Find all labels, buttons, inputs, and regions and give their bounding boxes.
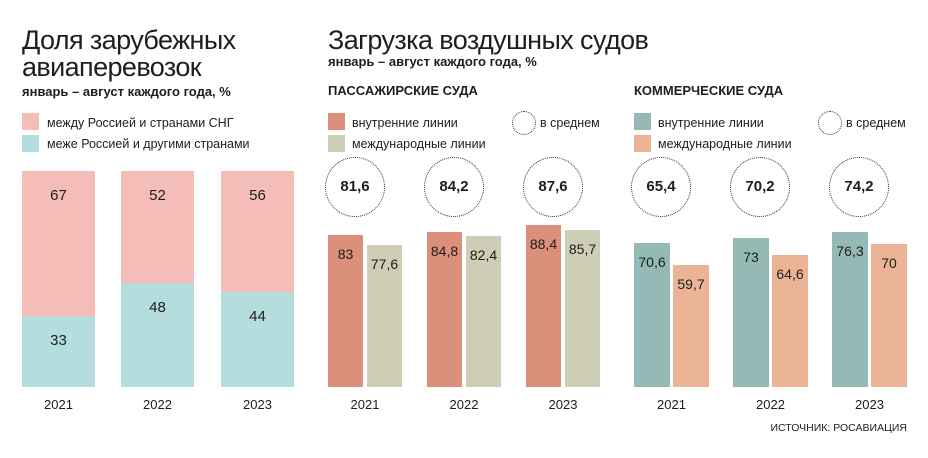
value-label: 56 [249, 187, 266, 204]
value-label: 82,4 [469, 247, 498, 264]
source-note: ИСТОЧНИК: РОСАВИАЦИЯ [770, 422, 908, 434]
value-label: 73 [743, 249, 759, 266]
bar-passenger-domestic-2023 [526, 225, 561, 387]
average-value: 87,6 [538, 178, 568, 195]
bar-other-countries-2022 [121, 283, 194, 387]
bar-commercial-international-2022 [772, 255, 808, 387]
legend-label-passenger-international: международные линии [352, 137, 486, 151]
foreign-share-title: Доля зарубежных авиаперевозок [22, 25, 236, 82]
legend-swatch-other-countries [22, 135, 39, 152]
value-label: 84,8 [430, 242, 459, 259]
year-label: 2021 [350, 397, 380, 412]
average-circle: 74,2 [829, 157, 889, 217]
bar-commercial-international-2023 [871, 244, 907, 387]
bar-commercial-domestic-2023 [832, 231, 868, 387]
legend-label-commercial-domestic: внутренние линии [658, 116, 764, 130]
average-circle: 81,6 [325, 157, 385, 217]
year-label: 2023 [855, 397, 884, 412]
value-label: 88,4 [529, 236, 558, 253]
bar-passenger-domestic-2022 [427, 231, 462, 387]
value-label: 33 [50, 331, 67, 349]
value-label: 76,3 [836, 242, 864, 259]
bar-commercial-domestic-2022 [733, 238, 769, 387]
legend-swatch-passenger-international [328, 135, 345, 152]
bar-commercial-domestic-2021 [634, 243, 670, 387]
legend-swatch-cis [22, 113, 39, 130]
legend-average-ring [818, 111, 842, 135]
bar-passenger-international-2023 [565, 230, 600, 387]
average-circle: 84,2 [424, 157, 484, 217]
value-label: 85,7 [568, 241, 597, 258]
bar-passenger-international-2022 [466, 236, 501, 387]
legend-label-commercial-international: международные линии [658, 137, 792, 151]
aircraft-load-subtitle: январь – август каждого года, % [328, 54, 537, 69]
commercial-section-title: КОММЕРЧЕСКИЕ СУДА [634, 83, 784, 98]
year-label: 2021 [44, 397, 73, 412]
average-circle: 87,6 [523, 157, 583, 217]
bar-other-countries-2023 [221, 291, 294, 387]
average-circle: 70,2 [730, 157, 790, 217]
bar-cis-2021 [22, 171, 95, 316]
bar-other-countries-2021 [22, 315, 95, 387]
year-label: 2022 [756, 397, 785, 412]
year-label: 2023 [548, 397, 578, 412]
legend-swatch-commercial-international [634, 135, 651, 152]
value-label: 70,6 [638, 254, 666, 271]
value-label: 64,6 [776, 266, 804, 283]
average-circle: 65,4 [631, 157, 691, 217]
year-label: 2021 [657, 397, 686, 412]
legend-label-average: в среднем [540, 116, 600, 130]
legend-label-cis: между Россией и странами СНГ [47, 116, 234, 130]
average-value: 74,2 [844, 178, 874, 195]
value-label: 59,7 [677, 276, 705, 293]
legend-label-other-countries: меже Россией и другими странами [47, 137, 250, 151]
year-label: 2022 [143, 397, 172, 412]
average-value: 84,2 [439, 178, 469, 195]
value-label: 52 [149, 187, 166, 204]
aircraft-load-title: Загрузка воздушных судов [328, 25, 649, 55]
value-label: 70 [881, 255, 897, 272]
average-value: 70,2 [745, 178, 775, 195]
value-label: 48 [149, 299, 166, 317]
bar-cis-2022 [121, 171, 194, 284]
value-label: 77,6 [370, 255, 399, 272]
bar-passenger-international-2021 [367, 244, 402, 387]
legend-label-passenger-domestic: внутренние линии [352, 116, 458, 130]
bar-cis-2023 [221, 171, 294, 292]
value-label: 67 [50, 187, 67, 204]
legend-label-average: в среднем [846, 116, 906, 130]
bar-passenger-domestic-2021 [328, 235, 363, 387]
legend-average-ring [512, 111, 536, 135]
value-label: 83 [337, 246, 354, 263]
value-label: 44 [249, 307, 266, 325]
foreign-share-subtitle: январь – август каждого года, % [22, 84, 231, 99]
average-value: 81,6 [340, 178, 370, 195]
year-label: 2022 [449, 397, 479, 412]
legend-swatch-commercial-domestic [634, 113, 651, 130]
year-label: 2023 [243, 397, 272, 412]
bar-commercial-international-2021 [673, 265, 709, 387]
passenger-section-title: ПАССАЖИРСКИЕ СУДА [328, 83, 478, 98]
legend-swatch-passenger-domestic [328, 113, 345, 130]
average-value: 65,4 [646, 178, 676, 195]
